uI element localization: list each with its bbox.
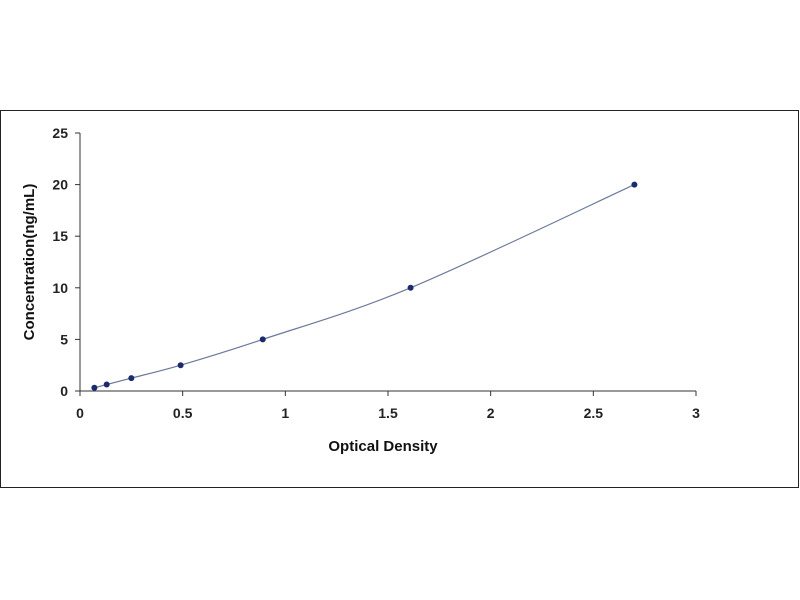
y-tick-label: 5	[60, 331, 68, 347]
axes	[79, 133, 696, 392]
data-point	[103, 381, 110, 388]
x-axis-title: Optical Density	[328, 438, 438, 455]
data-point	[177, 362, 184, 369]
chart-frame: 0 0.5 1 1.5 2 2.5 3 0 5 10 15 20 25 Optical Density …	[0, 110, 799, 488]
data-point	[128, 375, 135, 382]
y-tick-label: 25	[52, 125, 68, 141]
data-point	[631, 181, 638, 188]
fit-curve	[94, 184, 635, 389]
x-tick-label: 0.5	[173, 405, 193, 421]
x-tick-label: 0	[76, 405, 84, 421]
y-tick-label: 0	[60, 383, 68, 399]
y-tick-label: 20	[52, 177, 68, 193]
data-points	[91, 181, 638, 391]
y-axis-title: Concentration(ng/mL)	[21, 184, 38, 341]
x-tick-label: 3	[692, 405, 700, 421]
data-point	[259, 336, 266, 343]
x-tick-label: 1.5	[378, 405, 398, 421]
x-tick-label: 2.5	[584, 405, 604, 421]
y-tick-label: 15	[52, 228, 68, 244]
y-tick-label: 10	[52, 280, 68, 296]
x-tick-label: 2	[487, 405, 495, 421]
ticks: 0 0.5 1 1.5 2 2.5 3 0 5 10 15 20 25	[52, 125, 700, 421]
data-point	[91, 384, 98, 391]
x-tick-label: 1	[281, 405, 289, 421]
data-point	[407, 284, 414, 291]
